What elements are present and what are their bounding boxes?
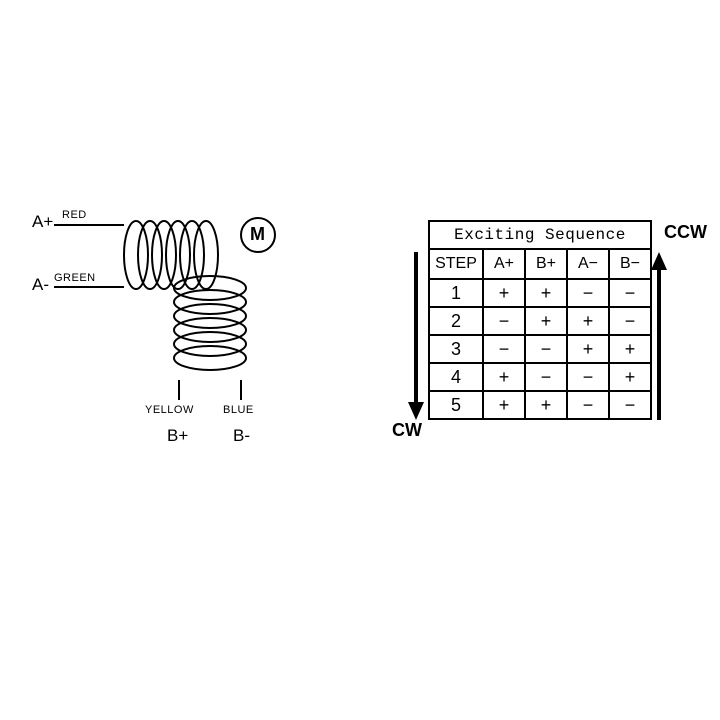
table-row: 2 − + + − xyxy=(429,307,651,335)
lead-b-plus xyxy=(178,380,180,400)
col-b-plus: B+ xyxy=(525,249,567,279)
motor-label-text: M xyxy=(250,224,265,245)
ccw-arrow xyxy=(648,252,670,422)
terminal-a-plus-label: A+ xyxy=(32,212,53,232)
coil-b xyxy=(170,272,250,384)
cw-arrow xyxy=(405,252,427,422)
sequence-table: Exciting Sequence STEP A+ B+ A− B− 1 + +… xyxy=(428,220,652,420)
terminal-b-plus-label: B+ xyxy=(167,426,188,446)
lead-a-plus xyxy=(54,224,124,226)
ccw-label: CCW xyxy=(664,222,707,243)
sequence-table-container: Exciting Sequence STEP A+ B+ A− B− 1 + +… xyxy=(428,220,652,420)
table-row: 5 + + − − xyxy=(429,391,651,419)
table-row: 4 + − − + xyxy=(429,363,651,391)
col-step: STEP xyxy=(429,249,483,279)
terminal-a-minus-label: A- xyxy=(32,275,49,295)
col-a-plus: A+ xyxy=(483,249,525,279)
terminal-b-minus-color: BLUE xyxy=(223,404,254,416)
terminal-a-plus-color: RED xyxy=(62,209,87,221)
col-b-minus: B− xyxy=(609,249,651,279)
lead-b-minus xyxy=(240,380,242,400)
cw-label: CW xyxy=(392,420,422,441)
col-a-minus: A− xyxy=(567,249,609,279)
terminal-b-minus-label: B- xyxy=(233,426,250,446)
table-title: Exciting Sequence xyxy=(429,221,651,249)
lead-a-minus xyxy=(54,286,124,288)
terminal-b-plus-color: YELLOW xyxy=(145,404,194,416)
table-row: 1 + + − − xyxy=(429,279,651,307)
terminal-a-minus-color: GREEN xyxy=(54,272,96,284)
table-row: 3 − − + + xyxy=(429,335,651,363)
